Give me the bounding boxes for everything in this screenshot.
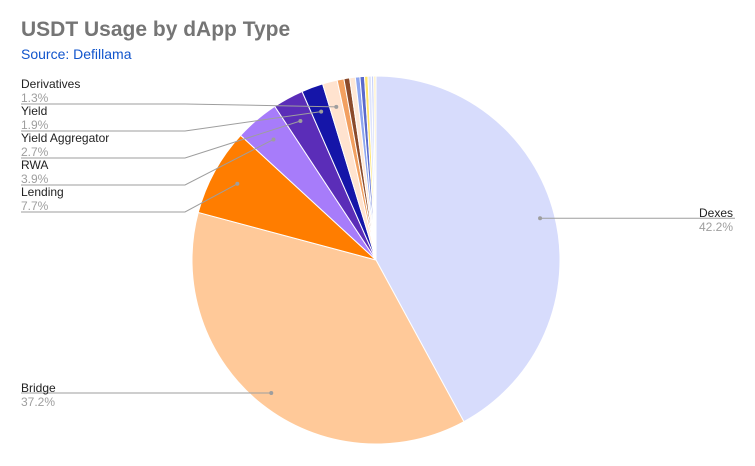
chart-subtitle: Source: Defillama <box>21 46 132 62</box>
slice-value-bridge: 37.2% <box>21 395 55 409</box>
slice-value-yield: 1.9% <box>21 118 49 132</box>
leader-line-derivatives <box>21 103 337 108</box>
leader-dot-yield-aggregator <box>298 118 303 123</box>
leader-dot-lending <box>235 181 240 186</box>
pie-slice-dexes <box>375 75 561 423</box>
leader-dot-bridge <box>269 390 274 395</box>
slice-label-bridge: Bridge <box>21 381 56 395</box>
slice-value-dexes: 42.2% <box>699 220 733 234</box>
leader-dot-yield <box>319 109 324 114</box>
slice-label-rwa: RWA <box>21 158 48 172</box>
slice-label-derivatives: Derivatives <box>21 77 80 91</box>
slice-label-yield-aggregator: Yield Aggregator <box>21 131 109 145</box>
leader-dot-dexes <box>538 216 543 221</box>
slice-value-yield-aggregator: 2.7% <box>21 145 49 159</box>
slice-label-dexes: Dexes <box>699 206 733 220</box>
leader-dot-rwa <box>271 137 276 142</box>
leader-line-yield <box>21 111 322 132</box>
pie-slices <box>191 75 561 445</box>
chart-title: USDT Usage by dApp Type <box>21 18 291 41</box>
slice-value-derivatives: 1.3% <box>21 91 49 105</box>
leader-dot-derivatives <box>334 104 339 109</box>
slice-label-lending: Lending <box>21 185 64 199</box>
leader-line-yield-aggregator <box>21 120 301 159</box>
pie-slice-other-15 <box>373 75 377 261</box>
slice-value-rwa: 3.9% <box>21 172 49 186</box>
slice-label-yield: Yield <box>21 104 47 118</box>
leader-line-rwa <box>21 139 274 186</box>
label-leaders <box>21 103 735 395</box>
pie-slice-bridge <box>191 211 465 445</box>
slice-value-lending: 7.7% <box>21 199 49 213</box>
leader-line-lending <box>21 183 238 213</box>
